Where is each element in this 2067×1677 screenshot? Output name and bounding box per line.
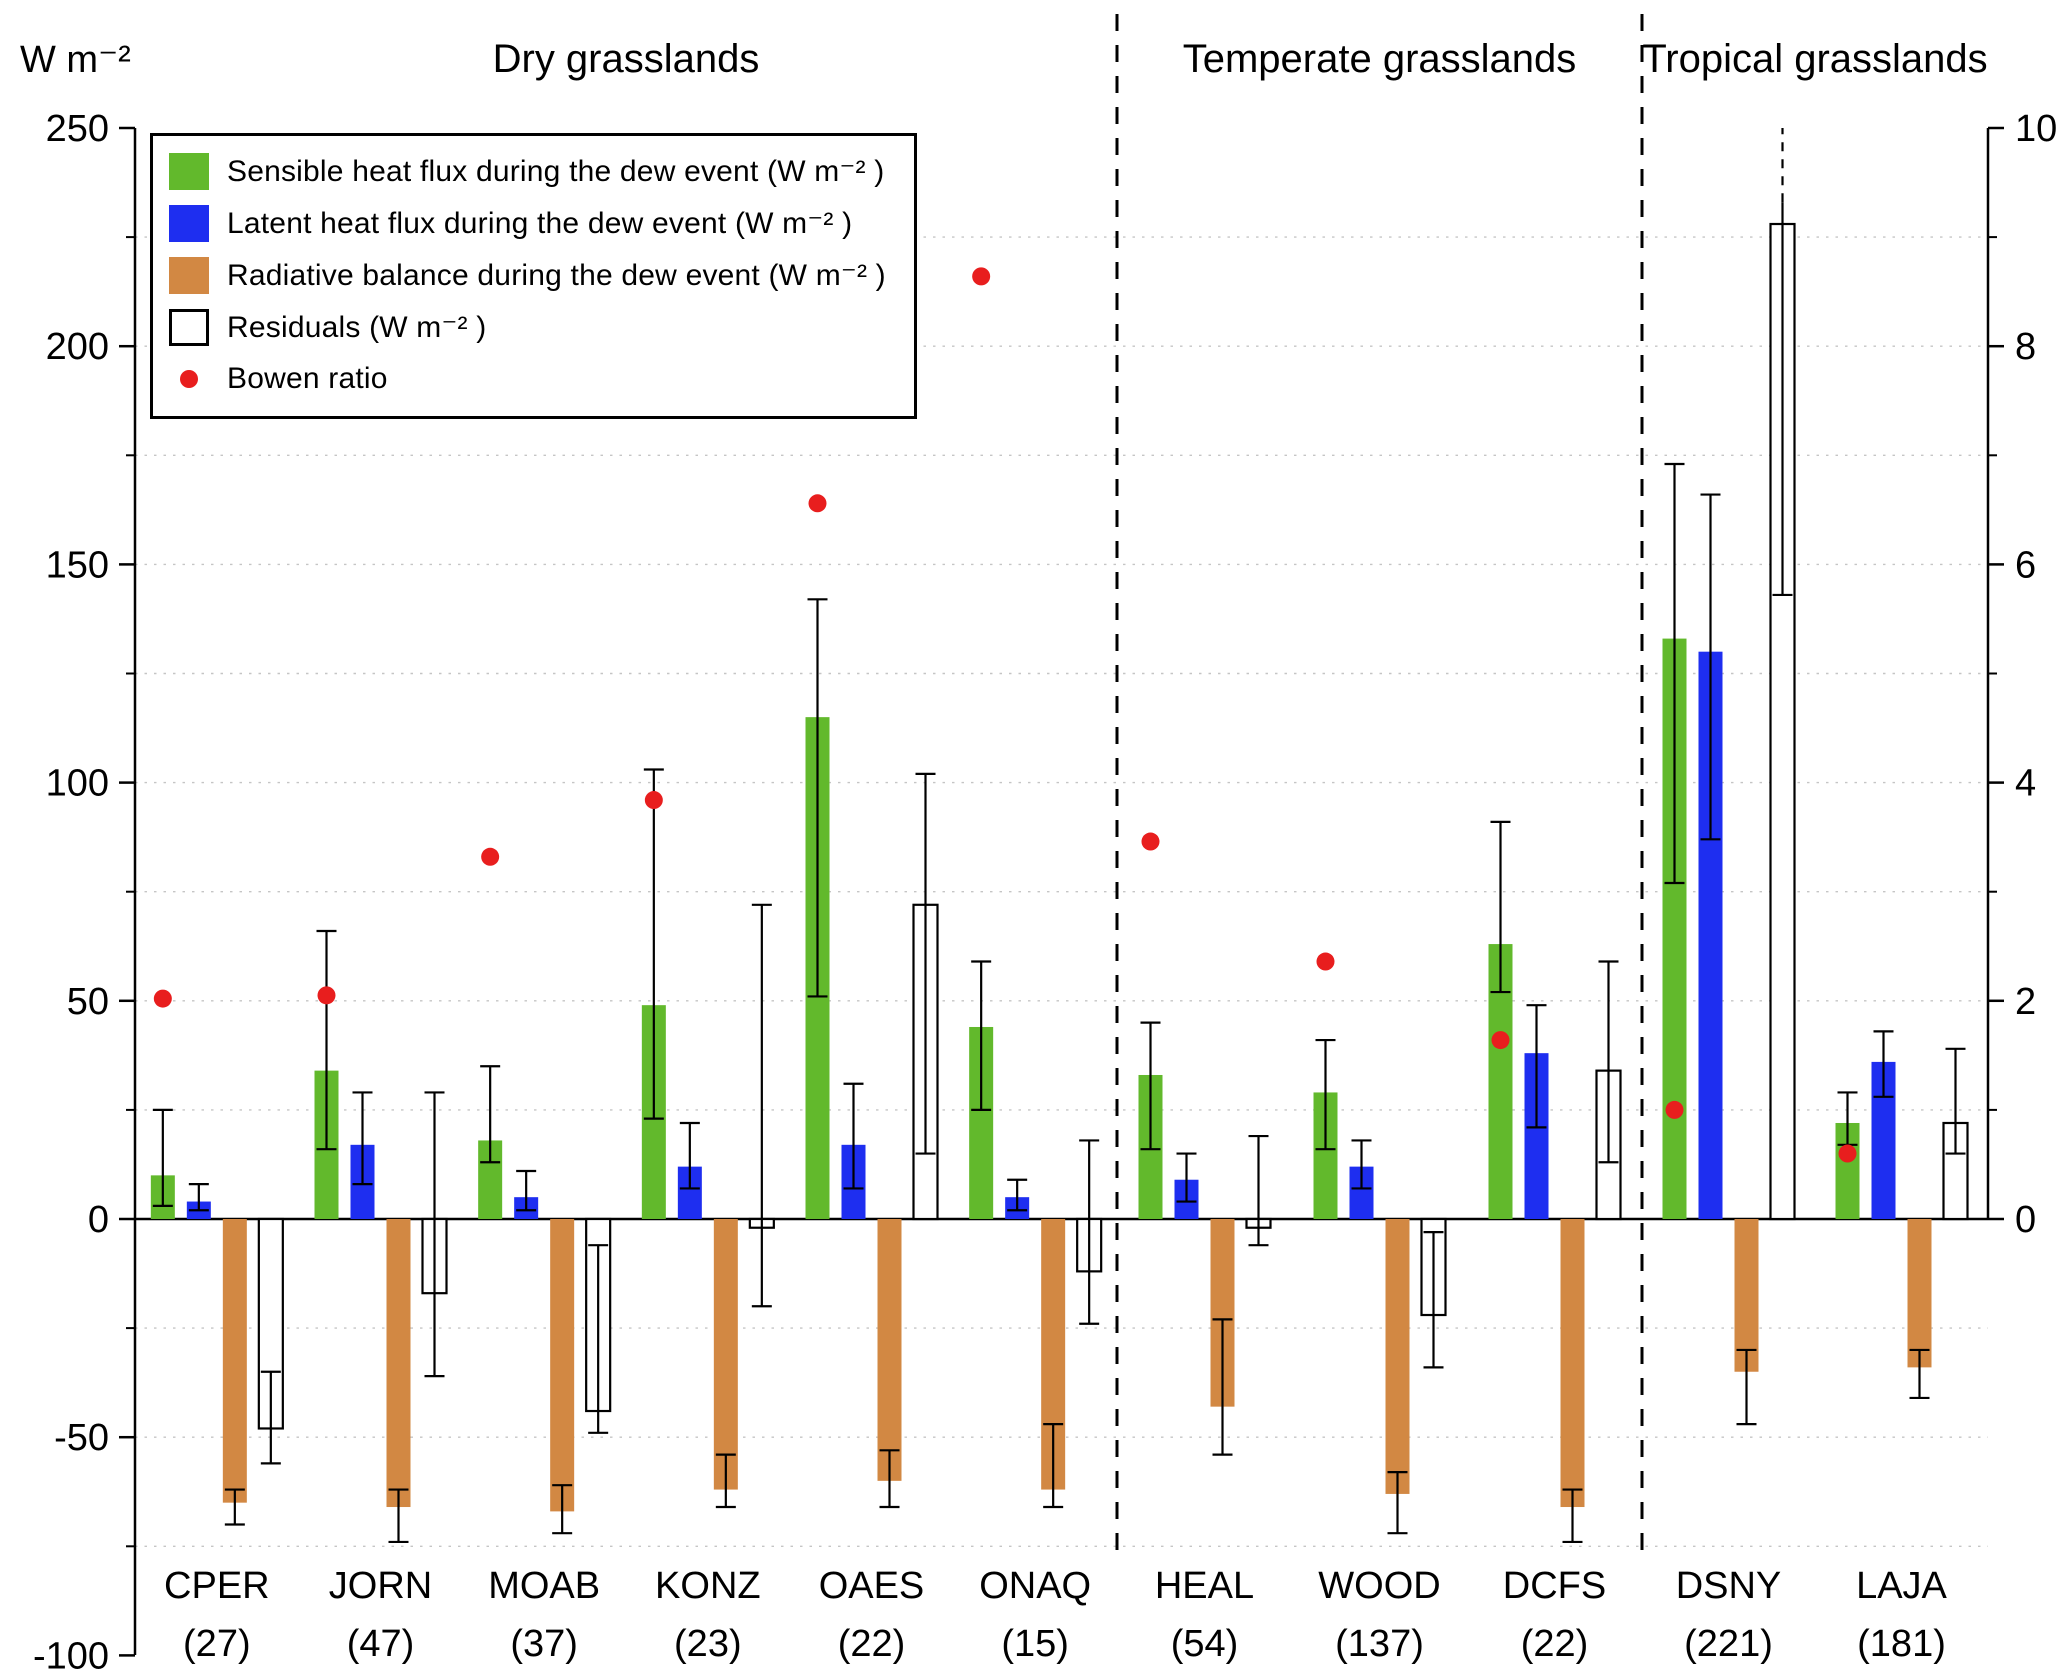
site-label-onaq: ONAQ — [979, 1565, 1091, 1607]
radiative-balance-swatch — [169, 256, 209, 294]
site-label-moab: MOAB — [488, 1565, 600, 1607]
axes: 250 200 150 100 50 0 -50 -100 10 8 6 4 2 0 — [33, 108, 2057, 1677]
legend-label-latent-heat-flux: Latent heat flux during the dew event (W… — [227, 206, 853, 240]
site-label-konz: KONZ — [655, 1565, 761, 1607]
site-count-dcfs: (22) — [1521, 1623, 1589, 1665]
y-axis-right-tick-label: 2 — [2015, 981, 2036, 1023]
bowen-ratio-dot-icon — [180, 370, 198, 388]
site-group-oaes: OAES (22) — [805, 494, 939, 1665]
bowen-dot-heal — [1141, 832, 1160, 851]
site-group-moab: MOAB (37) — [478, 847, 612, 1665]
site-group-dsny: DSNY (221) — [1662, 128, 1796, 1665]
y-axis-right-tick-label: 0 — [2015, 1199, 2036, 1241]
bowen-dot-moab — [481, 847, 500, 866]
y-axis-right-tick-label: 6 — [2015, 544, 2036, 586]
site-label-dsny: DSNY — [1676, 1565, 1782, 1607]
site-count-wood: (137) — [1335, 1623, 1424, 1665]
y-axis-left-tick-label: -100 — [33, 1635, 109, 1677]
residuals-swatch — [169, 308, 209, 346]
y-axis-right-tick-label: 4 — [2015, 763, 2036, 805]
legend-label-radiative-balance: Radiative balance during the dew event (… — [227, 258, 886, 292]
bowen-dot-onaq — [972, 267, 991, 286]
y-axis-left-tick-label: 150 — [46, 544, 109, 586]
y-axis-left-tick-label: 0 — [88, 1199, 109, 1241]
site-group-konz: KONZ (23) — [641, 768, 775, 1665]
legend-item-radiative-balance: Radiative balance during the dew event (… — [169, 250, 886, 300]
site-group-heal: HEAL (54) — [1138, 832, 1272, 1665]
site-count-heal: (54) — [1171, 1623, 1239, 1665]
bowen-ratio-dot-wrap — [169, 370, 209, 388]
site-label-heal: HEAL — [1155, 1565, 1254, 1607]
latent-heat-flux-swatch — [169, 204, 209, 242]
bowen-dot-jorn — [317, 986, 336, 1005]
site-label-cper: CPER — [164, 1565, 270, 1607]
site-count-jorn: (47) — [347, 1623, 415, 1665]
section-header-2: Temperate grasslands — [1183, 37, 1577, 81]
site-count-dsny: (221) — [1684, 1623, 1773, 1665]
bowen-dot-wood — [1316, 952, 1335, 971]
bowen-dot-oaes — [808, 494, 827, 513]
bowen-dot-cper — [153, 989, 172, 1008]
legend-label-sensible-heat-flux: Sensible heat flux during the dew event … — [227, 154, 885, 188]
legend: Sensible heat flux during the dew event … — [150, 133, 917, 419]
section-header-3: Tropical grasslands — [1642, 37, 1987, 81]
bowen-dot-konz — [644, 791, 663, 810]
site-group-jorn: JORN (47) — [314, 929, 448, 1665]
y-axis-left-tick-label: 50 — [67, 981, 109, 1023]
site-label-jorn: JORN — [329, 1565, 432, 1607]
site-count-moab: (37) — [510, 1623, 578, 1665]
bar-radiative-jorn — [386, 1219, 411, 1508]
bowen-dot-laja — [1838, 1144, 1857, 1163]
legend-item-sensible-heat-flux: Sensible heat flux during the dew event … — [169, 146, 886, 196]
section-header-1: Dry grasslands — [493, 37, 760, 81]
y-axis-left-tick-label: 200 — [46, 326, 109, 368]
legend-item-bowen-ratio: Bowen ratio — [169, 354, 886, 404]
site-count-onaq: (15) — [1001, 1623, 1069, 1665]
site-label-oaes: OAES — [819, 1565, 925, 1607]
section-dividers — [1115, 14, 1644, 1552]
y-axis-left-tick-label: 100 — [46, 763, 109, 805]
legend-label-residuals: Residuals (W m⁻² ) — [227, 310, 487, 344]
bar-radiative-wood — [1385, 1219, 1410, 1494]
legend-label-bowen-ratio: Bowen ratio — [227, 362, 388, 395]
site-group-cper: CPER (27) — [150, 989, 284, 1665]
site-label-wood: WOOD — [1318, 1565, 1440, 1607]
y-axis-right-tick-label: 8 — [2015, 326, 2036, 368]
bar-radiative-konz — [713, 1219, 738, 1490]
site-label-dcfs: DCFS — [1503, 1565, 1606, 1607]
y-axis-left-tick-label: -50 — [54, 1417, 109, 1459]
bowen-dot-dcfs — [1491, 1031, 1510, 1050]
site-group-wood: WOOD (137) — [1313, 952, 1447, 1665]
bar-radiative-dsny — [1734, 1219, 1759, 1372]
bar-radiative-laja — [1907, 1219, 1932, 1368]
site-count-laja: (181) — [1857, 1623, 1946, 1665]
site-group-laja: LAJA (181) — [1835, 1030, 1969, 1665]
site-count-cper: (27) — [183, 1623, 251, 1665]
site-label-laja: LAJA — [1856, 1565, 1947, 1607]
bar-radiative-moab — [550, 1219, 575, 1512]
site-group-onaq: ONAQ (15) — [969, 267, 1103, 1665]
site-count-oaes: (22) — [838, 1623, 906, 1665]
legend-item-latent-heat-flux: Latent heat flux during the dew event (W… — [169, 198, 886, 248]
bar-radiative-oaes — [877, 1219, 902, 1481]
site-group-dcfs: DCFS (22) — [1488, 820, 1622, 1665]
bowen-dot-dsny — [1665, 1100, 1684, 1119]
y-axis-unit-label: W m⁻² — [20, 39, 131, 81]
sensible-heat-flux-swatch — [169, 152, 209, 190]
y-axis-left-tick-label: 250 — [46, 108, 109, 150]
y-axis-right-tick-label: 10 — [2015, 108, 2057, 150]
site-count-konz: (23) — [674, 1623, 742, 1665]
bar-radiative-dcfs — [1560, 1219, 1585, 1508]
legend-item-residuals: Residuals (W m⁻² ) — [169, 302, 886, 352]
bar-radiative-cper — [222, 1219, 247, 1503]
